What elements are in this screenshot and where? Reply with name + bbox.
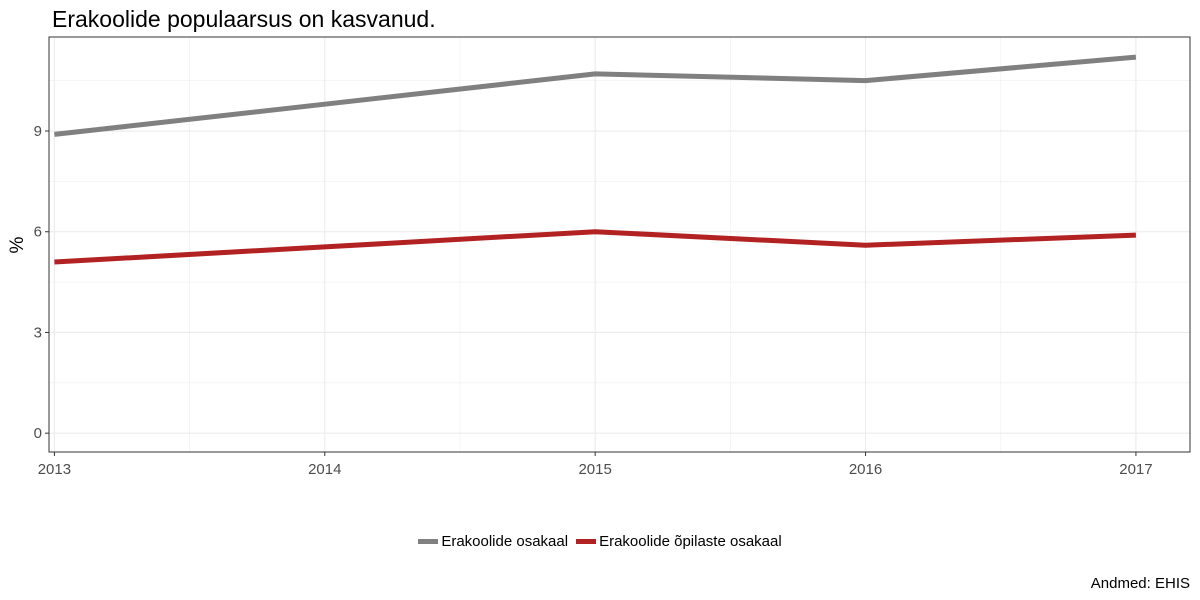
x-tick-label: 2016 — [849, 461, 882, 478]
x-tick-label: 2014 — [308, 461, 341, 478]
legend-item-erakoolide-opilaste-osakaal: Erakoolide õpilaste osakaal — [576, 533, 782, 550]
chart-title: Erakoolide populaarsus on kasvanud. — [52, 6, 436, 32]
legend-key-erakoolide-opilaste-osakaal — [576, 539, 597, 544]
series-line-erakoolide-osakaal — [54, 54, 1137, 137]
legend-item-erakoolide-osakaal: Erakoolide osakaal — [418, 533, 568, 550]
x-tick-label: 2013 — [38, 461, 71, 478]
source-caption: Andmed: EHIS — [1090, 575, 1190, 592]
y-tick-label: 9 — [34, 123, 42, 140]
legend: Erakoolide osakaal Erakoolide õpilaste o… — [0, 533, 1200, 550]
x-tick-label: 2017 — [1119, 461, 1152, 478]
grid-layer — [49, 37, 1190, 452]
axis-layer: 0 3 6 9 2013 2014 2015 2016 2017 — [34, 123, 1153, 478]
plot-panel-border — [48, 36, 1191, 453]
legend-label-erakoolide-osakaal: Erakoolide osakaal — [441, 533, 569, 550]
y-axis-title: % — [7, 236, 28, 253]
series-line-erakoolide-opilaste-osakaal — [54, 229, 1136, 265]
legend-key-erakoolide-osakaal — [418, 539, 439, 544]
legend-label-erakoolide-opilaste-osakaal: Erakoolide õpilaste osakaal — [599, 533, 782, 550]
y-tick-label: 0 — [34, 425, 42, 442]
y-tick-label: 6 — [34, 224, 42, 241]
y-tick-label: 3 — [34, 324, 42, 341]
x-tick-label: 2015 — [578, 461, 611, 478]
series-layer — [54, 54, 1137, 265]
